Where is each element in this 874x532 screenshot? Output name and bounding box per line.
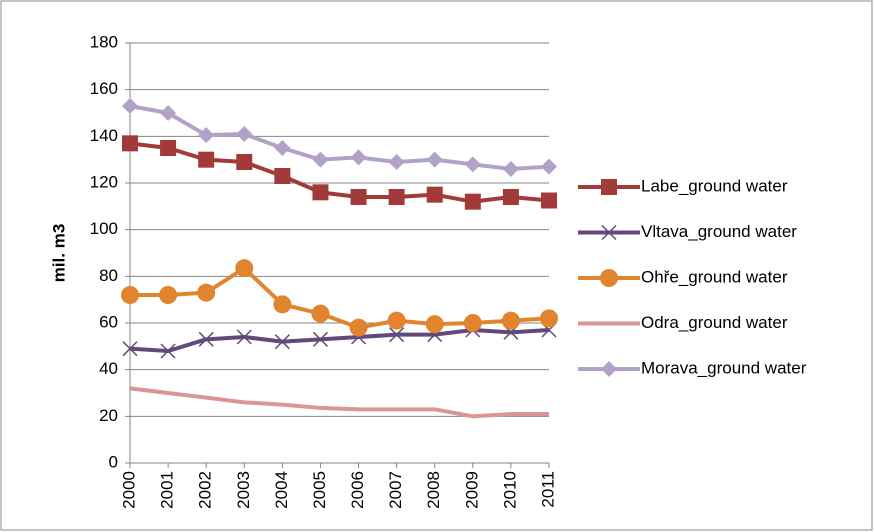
marker xyxy=(464,193,481,210)
legend-label: Odra_ground water xyxy=(641,313,788,332)
marker xyxy=(121,286,139,304)
x-tick-label: 2000 xyxy=(119,471,138,509)
marker xyxy=(350,149,367,166)
legend-label: Vltava_ground water xyxy=(641,222,797,241)
x-tick-label: 2010 xyxy=(500,471,519,509)
y-tick-label: 20 xyxy=(99,406,118,425)
marker xyxy=(463,314,482,332)
marker xyxy=(236,126,253,142)
x-tick-label: 2005 xyxy=(310,471,329,509)
series-line xyxy=(129,386,549,419)
marker xyxy=(236,329,252,345)
marker xyxy=(387,311,406,330)
marker xyxy=(198,331,214,347)
marker xyxy=(311,304,330,323)
marker xyxy=(312,151,329,168)
marker xyxy=(464,156,481,173)
marker xyxy=(349,318,368,337)
x-tick-label: 2009 xyxy=(462,471,481,509)
x-tick-label: 2004 xyxy=(272,471,291,509)
x-tick-label: 2007 xyxy=(386,471,405,509)
marker xyxy=(159,286,178,304)
series-line xyxy=(129,328,550,353)
y-tick-label: 40 xyxy=(99,359,118,378)
marker xyxy=(235,259,254,278)
y-tick-label: 140 xyxy=(90,126,118,145)
legend-label: Labe_ground water xyxy=(641,176,788,195)
y-tick-label: 120 xyxy=(90,172,118,191)
marker xyxy=(198,151,215,168)
marker xyxy=(388,154,405,170)
x-tick-label: 2002 xyxy=(196,471,215,509)
y-tick-label: 60 xyxy=(99,312,118,331)
marker xyxy=(236,154,253,170)
marker xyxy=(274,140,291,156)
marker xyxy=(274,168,291,184)
marker xyxy=(197,283,216,302)
marker xyxy=(501,311,520,330)
y-tick-label: 100 xyxy=(90,219,118,238)
marker xyxy=(122,98,138,114)
y-tick-label: 160 xyxy=(90,79,118,98)
marker xyxy=(160,105,177,121)
marker xyxy=(312,331,328,347)
marker xyxy=(273,295,292,314)
legend-label: Ohře_ground water xyxy=(641,267,788,286)
marker xyxy=(312,184,329,201)
y-axis-label: mil. m3 xyxy=(49,224,68,283)
legend-marker xyxy=(600,269,618,287)
y-tick-label: 80 xyxy=(99,266,118,285)
marker xyxy=(389,327,405,343)
marker xyxy=(502,189,519,205)
marker xyxy=(540,309,558,328)
x-tick-label: 2003 xyxy=(234,471,253,509)
legend-marker xyxy=(601,224,617,241)
x-tick-label: 2006 xyxy=(348,471,367,509)
marker xyxy=(122,135,138,152)
marker xyxy=(541,192,557,209)
marker xyxy=(425,315,444,334)
x-tick-label: 2001 xyxy=(158,471,177,509)
marker xyxy=(541,158,557,175)
marker xyxy=(388,189,405,205)
marker xyxy=(198,127,215,144)
y-tick-label: 180 xyxy=(90,32,118,51)
legend-marker xyxy=(601,361,617,377)
marker xyxy=(122,341,138,357)
x-tick-label: 2008 xyxy=(424,471,443,509)
marker xyxy=(426,151,443,168)
y-tick-label: 0 xyxy=(109,452,118,471)
marker xyxy=(426,186,443,203)
marker xyxy=(274,334,290,350)
marker xyxy=(160,140,177,156)
legend-marker xyxy=(601,179,617,195)
marker xyxy=(350,189,367,205)
legend-label: Morava_ground water xyxy=(641,358,807,377)
marker xyxy=(502,161,519,177)
marker xyxy=(160,343,176,359)
x-tick-label: 2011 xyxy=(538,471,557,508)
